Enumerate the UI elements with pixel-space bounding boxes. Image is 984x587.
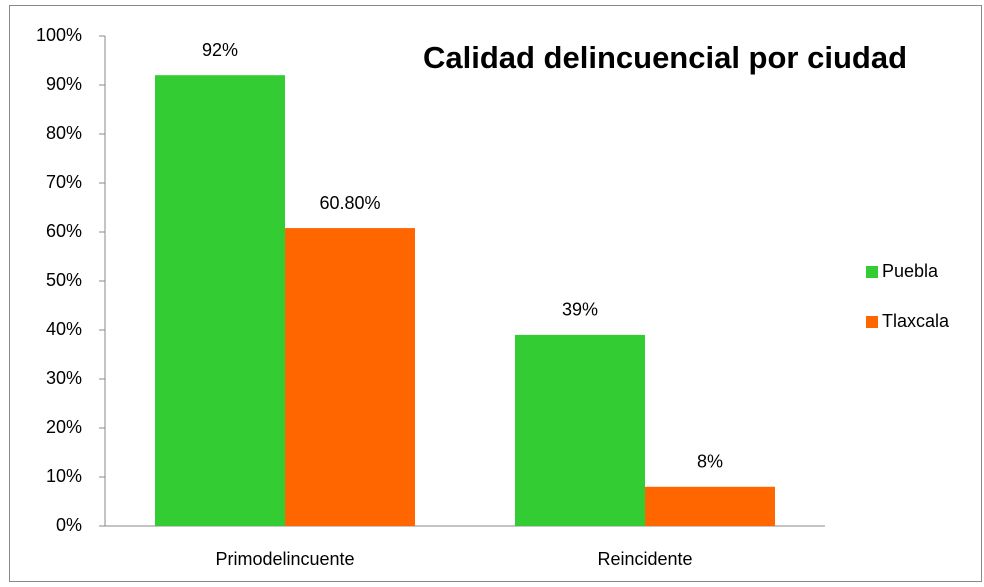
value-label: 92%	[202, 40, 238, 60]
y-tick-label: 0%	[56, 515, 82, 535]
y-tick-label: 90%	[46, 74, 82, 94]
y-tick-label: 50%	[46, 270, 82, 290]
y-tick-label: 100%	[36, 25, 82, 45]
value-label: 8%	[697, 452, 723, 472]
y-tick-label: 30%	[46, 368, 82, 388]
y-tick-label: 10%	[46, 466, 82, 486]
x-tick-label: Primodelincuente	[215, 549, 354, 569]
legend-label: Tlaxcala	[882, 311, 950, 331]
y-tick-label: 70%	[46, 172, 82, 192]
y-tick-label: 80%	[46, 123, 82, 143]
y-tick-label: 60%	[46, 221, 82, 241]
bar	[645, 486, 775, 526]
bar	[515, 334, 645, 526]
y-tick-label: 40%	[46, 319, 82, 339]
legend-swatch	[866, 266, 878, 278]
x-tick-label: Reincidente	[597, 549, 692, 569]
legend-label: Puebla	[882, 261, 939, 281]
chart-title: Calidad delincuencial por ciudad	[423, 40, 907, 75]
legend-swatch	[866, 316, 878, 328]
bar	[285, 228, 415, 526]
value-label: 60.80%	[319, 193, 380, 213]
y-tick-label: 20%	[46, 417, 82, 437]
bar	[155, 75, 285, 526]
value-label: 39%	[562, 300, 598, 320]
